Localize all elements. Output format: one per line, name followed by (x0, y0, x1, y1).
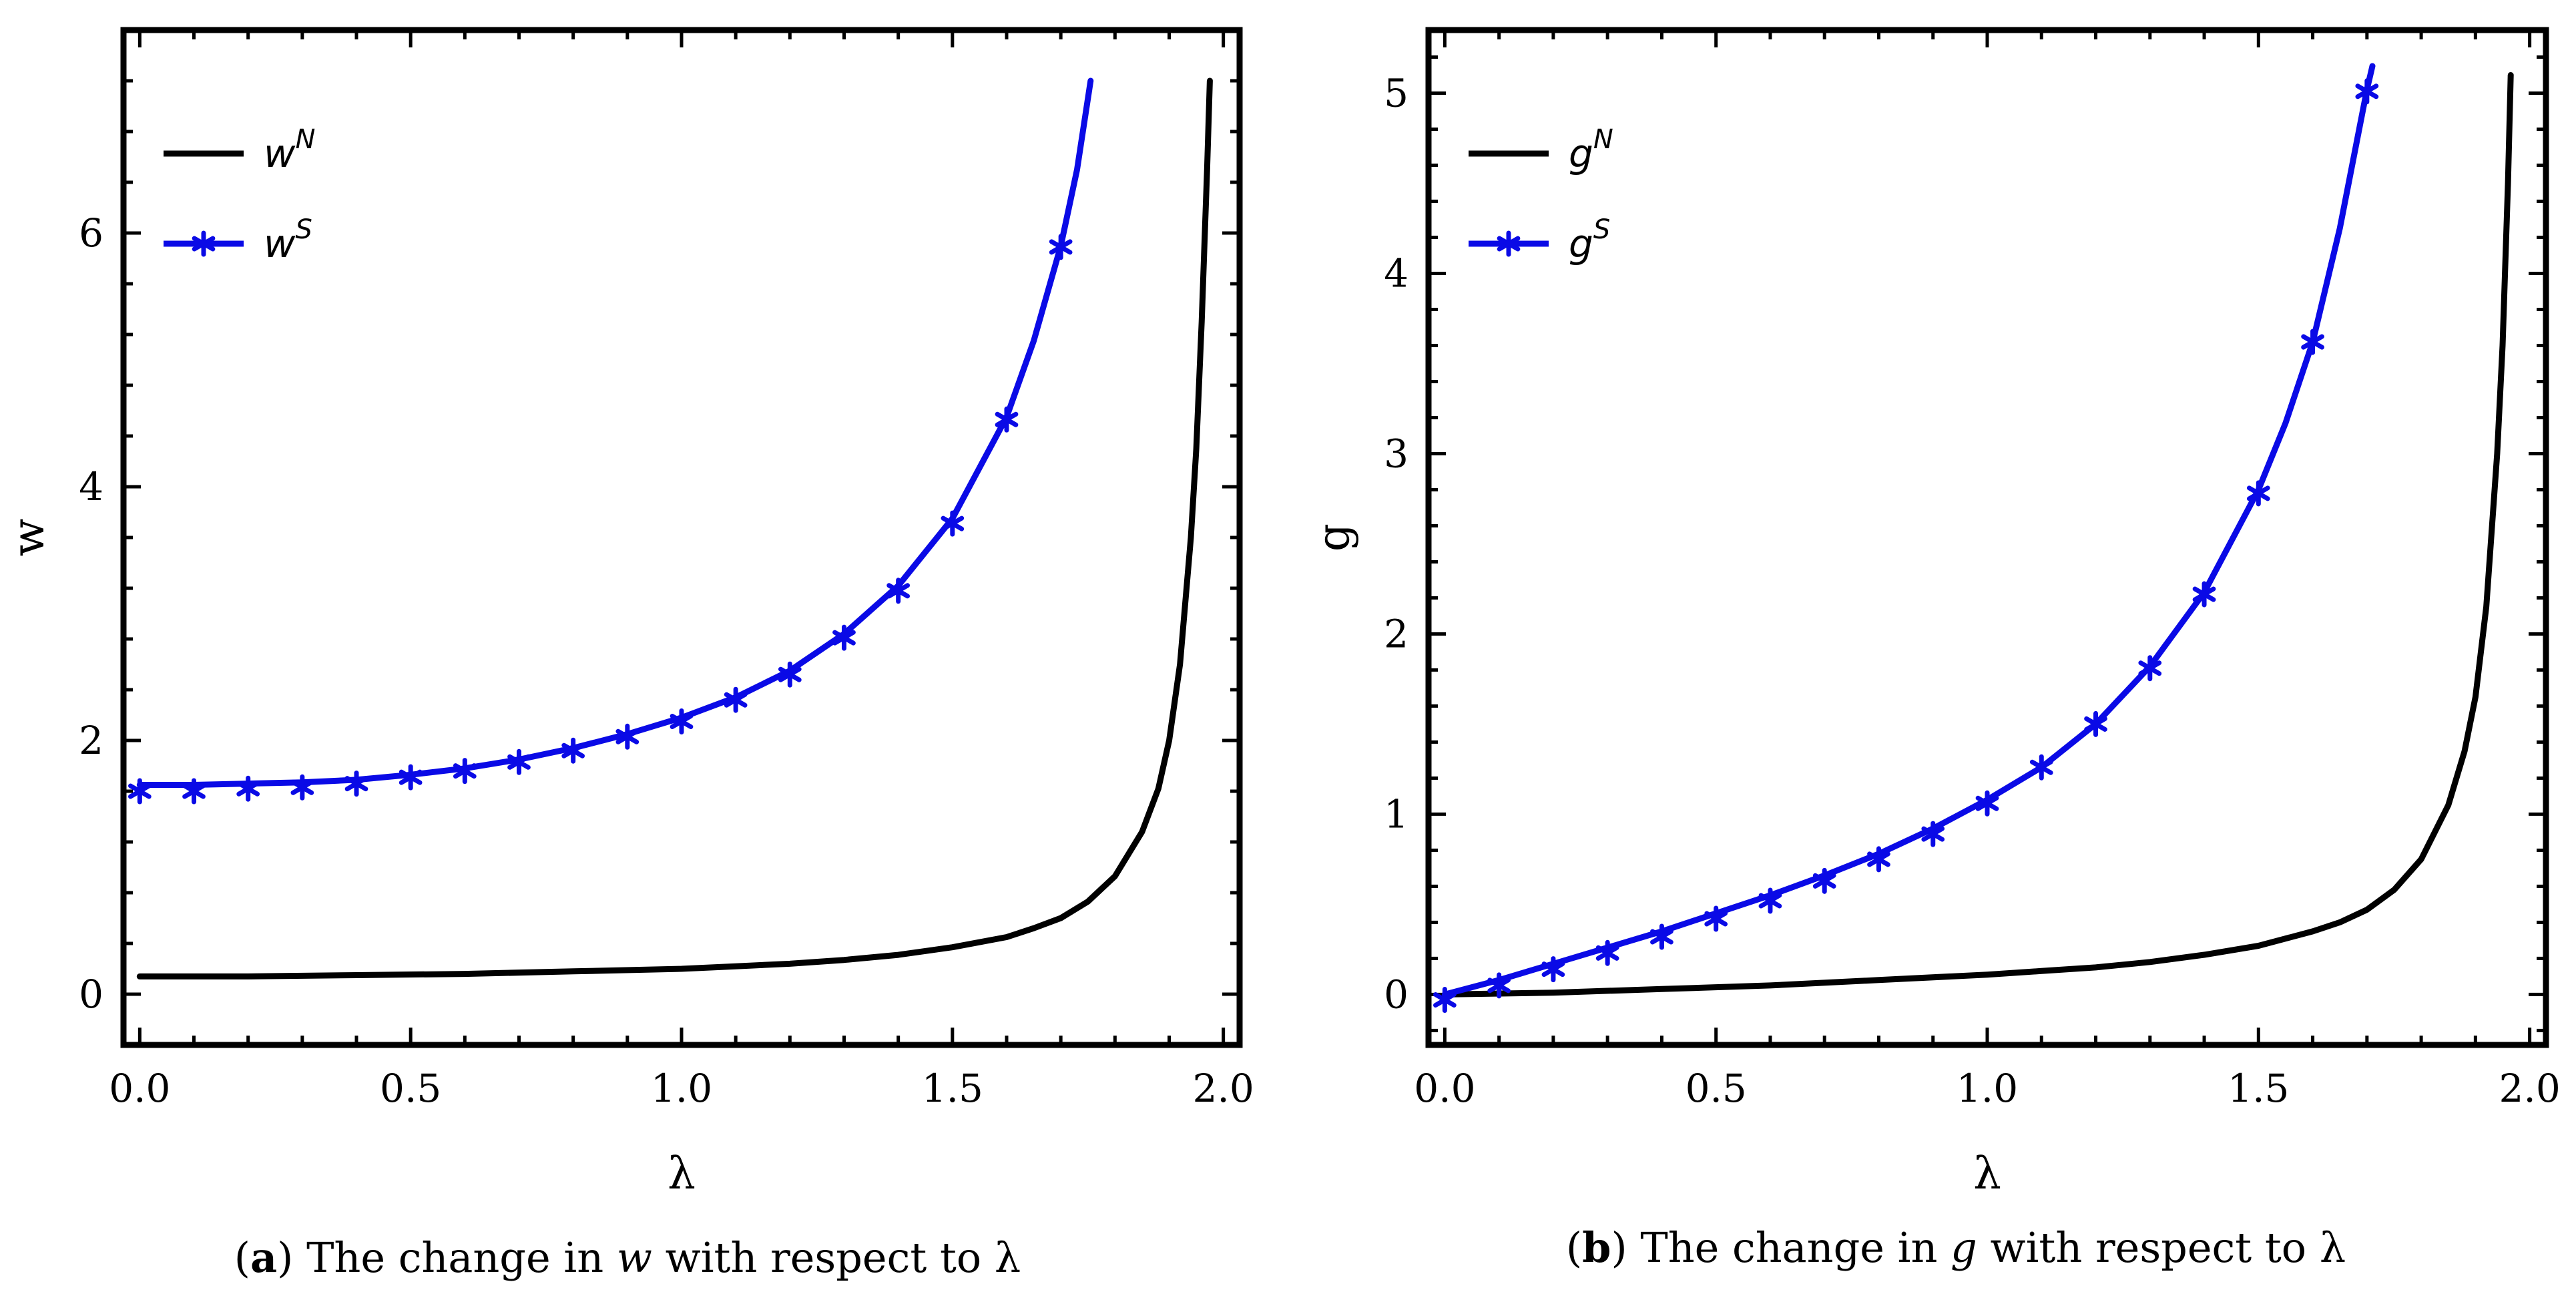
marker-gS (1921, 821, 1945, 847)
marker-wS (236, 775, 260, 802)
x-tick-label: 0.0 (1414, 1066, 1475, 1111)
marker-wS (344, 771, 368, 797)
marker-gS (1867, 846, 1890, 873)
marker-wS (561, 737, 585, 764)
y-tick-label: 0 (79, 971, 103, 1017)
legend-label: gS (1569, 214, 1610, 266)
chart-g-vs-lambda: 0.0 0.5 1.0 1.5 2.0 0 1 2 3 4 5 λ g gN gS (b) The chang… (1308, 27, 2561, 1272)
series-line-gN (1441, 72, 2514, 998)
y-tick-label: 2 (79, 718, 103, 763)
y-tick-label: 2 (1384, 611, 1408, 656)
marker-wS (886, 578, 911, 604)
figure-caption: (a) The change in w with respect to λ (234, 1233, 1021, 1282)
x-tick-label: 0.5 (380, 1066, 441, 1111)
marker-wS (724, 686, 748, 713)
marker-wS (995, 406, 1019, 433)
marker-wS (507, 748, 531, 775)
y-tick-label: 4 (79, 464, 103, 509)
marker-gS (1812, 867, 1836, 894)
marker-gS (2246, 480, 2270, 507)
marker-wS (670, 708, 694, 734)
x-tick-label: 2.0 (1193, 1066, 1254, 1111)
y-axis-title: g (1308, 523, 1359, 552)
marker-gS (1975, 790, 1999, 817)
x-tick-label: 1.0 (1957, 1066, 2018, 1111)
y-tick-label: 0 (1384, 971, 1408, 1017)
x-tick-label: 1.5 (922, 1066, 983, 1111)
figure-caption: (b) The change in g with respect to λ (1566, 1223, 2346, 1272)
y-tick-label: 3 (1384, 431, 1408, 476)
marker-gS (2029, 754, 2053, 781)
marker-gS (1650, 923, 1673, 950)
marker-gS (2192, 581, 2216, 608)
legend-label: wS (264, 214, 312, 266)
legend-label: wN (264, 124, 315, 176)
marker-wS (127, 778, 152, 805)
marker-wS (399, 764, 423, 791)
marker-gS (2301, 329, 2324, 355)
legend-marker (1497, 236, 1521, 252)
marker-wS (615, 723, 639, 750)
marker-wS (182, 778, 206, 805)
legend-marker (192, 236, 216, 252)
marker-wS (778, 661, 802, 688)
y-tick-label: 6 (79, 210, 103, 256)
marker-gS (2084, 710, 2107, 737)
x-axis-title: λ (668, 1148, 696, 1199)
marker-gS (2355, 78, 2379, 105)
plot-frame (1425, 27, 2549, 1048)
x-tick-label: 2.0 (2499, 1066, 2560, 1111)
chart-w-vs-lambda: 0.0 0.5 1.0 1.5 2.0 0 2 4 6 λ w wN wS (a) The change … (3, 27, 1254, 1282)
marker-gS (1758, 887, 1782, 914)
marker-wS (1049, 234, 1073, 260)
legend-label: gN (1569, 124, 1613, 176)
marker-gS (1541, 956, 1565, 983)
marker-wS (941, 510, 965, 537)
x-tick-label: 0.5 (1686, 1066, 1747, 1111)
marker-gS (1704, 905, 1728, 932)
x-tick-label: 1.0 (651, 1066, 712, 1111)
marker-gS (1487, 972, 1511, 999)
marker-wS (832, 624, 856, 651)
x-tick-label: 1.5 (2228, 1066, 2289, 1111)
marker-gS (1595, 939, 1619, 966)
series-line-wS (136, 77, 1094, 788)
series-line-wN (136, 77, 1213, 980)
x-axis-title: λ (1973, 1148, 2001, 1199)
y-tick-label: 1 (1384, 791, 1408, 837)
marker-wS (290, 774, 314, 801)
y-tick-label: 4 (1384, 250, 1408, 296)
y-tick-label: 5 (1384, 70, 1408, 116)
marker-wS (453, 758, 477, 785)
x-tick-label: 0.0 (109, 1066, 170, 1111)
marker-gS (2138, 655, 2162, 682)
y-axis-title: w (3, 519, 54, 557)
marker-gS (1433, 987, 1457, 1014)
series-line-gS (1441, 63, 2376, 998)
